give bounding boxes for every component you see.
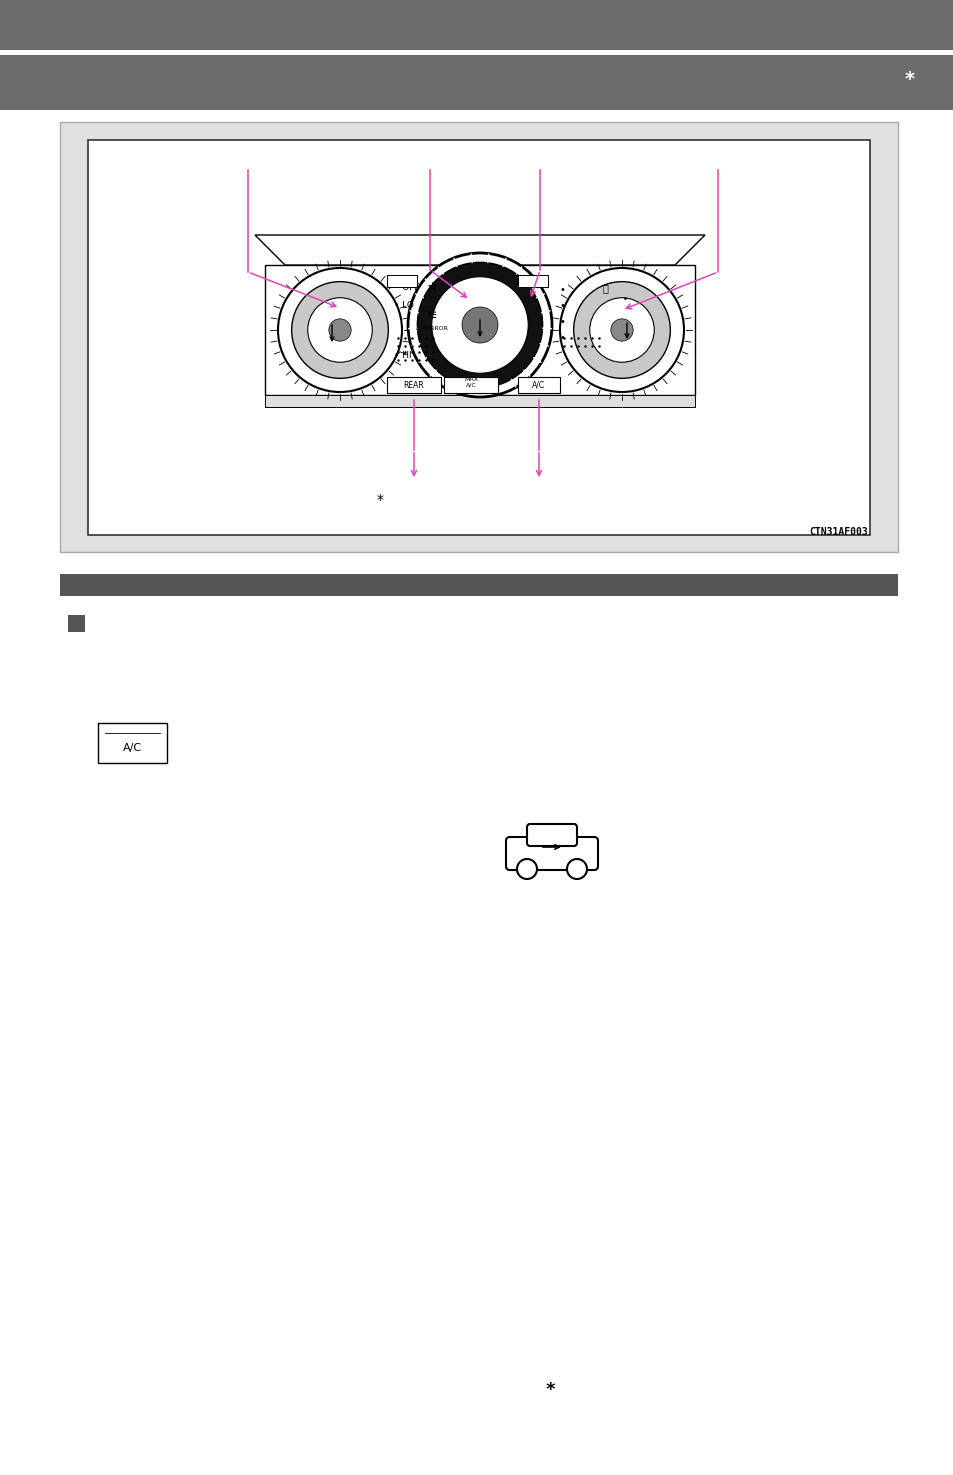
Text: •: • — [559, 333, 565, 344]
FancyBboxPatch shape — [387, 274, 416, 288]
Text: *: * — [545, 1381, 554, 1398]
FancyBboxPatch shape — [60, 122, 897, 552]
Text: •: • — [559, 285, 565, 295]
Text: •: • — [622, 295, 627, 304]
FancyBboxPatch shape — [517, 274, 547, 288]
Circle shape — [432, 277, 528, 373]
FancyBboxPatch shape — [443, 378, 497, 392]
FancyBboxPatch shape — [505, 836, 598, 870]
FancyBboxPatch shape — [68, 615, 85, 631]
Text: • LO: • LO — [394, 301, 414, 310]
Circle shape — [573, 282, 670, 379]
Text: REAR: REAR — [403, 381, 424, 389]
FancyBboxPatch shape — [0, 0, 953, 50]
FancyBboxPatch shape — [526, 825, 577, 847]
Circle shape — [461, 307, 497, 344]
Circle shape — [610, 319, 633, 341]
Text: CTN31AF003: CTN31AF003 — [808, 527, 867, 537]
Text: *: * — [376, 493, 383, 507]
FancyBboxPatch shape — [265, 395, 695, 407]
Text: MAX
A/C: MAX A/C — [463, 376, 477, 388]
Circle shape — [308, 298, 372, 363]
FancyBboxPatch shape — [265, 266, 695, 395]
Text: ⛔: ⛔ — [601, 283, 607, 294]
Text: *: * — [904, 71, 914, 90]
Text: • HI: • HI — [394, 351, 411, 360]
Text: ★: ★ — [426, 280, 437, 294]
FancyBboxPatch shape — [387, 378, 440, 392]
Circle shape — [589, 298, 654, 363]
Text: •: • — [559, 301, 565, 311]
Text: ≡: ≡ — [426, 308, 436, 322]
FancyBboxPatch shape — [98, 723, 167, 763]
Circle shape — [566, 858, 586, 879]
Circle shape — [517, 858, 537, 879]
FancyBboxPatch shape — [517, 378, 559, 392]
Text: A/C: A/C — [123, 743, 142, 754]
FancyBboxPatch shape — [0, 55, 953, 111]
Text: • OFF: • OFF — [394, 283, 419, 292]
Circle shape — [416, 263, 542, 388]
Circle shape — [329, 319, 351, 341]
Circle shape — [559, 268, 683, 392]
Text: •: • — [559, 317, 565, 327]
Circle shape — [277, 268, 401, 392]
Text: A/C: A/C — [532, 381, 545, 389]
Polygon shape — [254, 235, 704, 266]
Circle shape — [408, 254, 552, 397]
FancyBboxPatch shape — [88, 140, 869, 535]
Text: & MIRROR: & MIRROR — [416, 326, 448, 330]
FancyBboxPatch shape — [60, 574, 897, 596]
Circle shape — [292, 282, 388, 379]
